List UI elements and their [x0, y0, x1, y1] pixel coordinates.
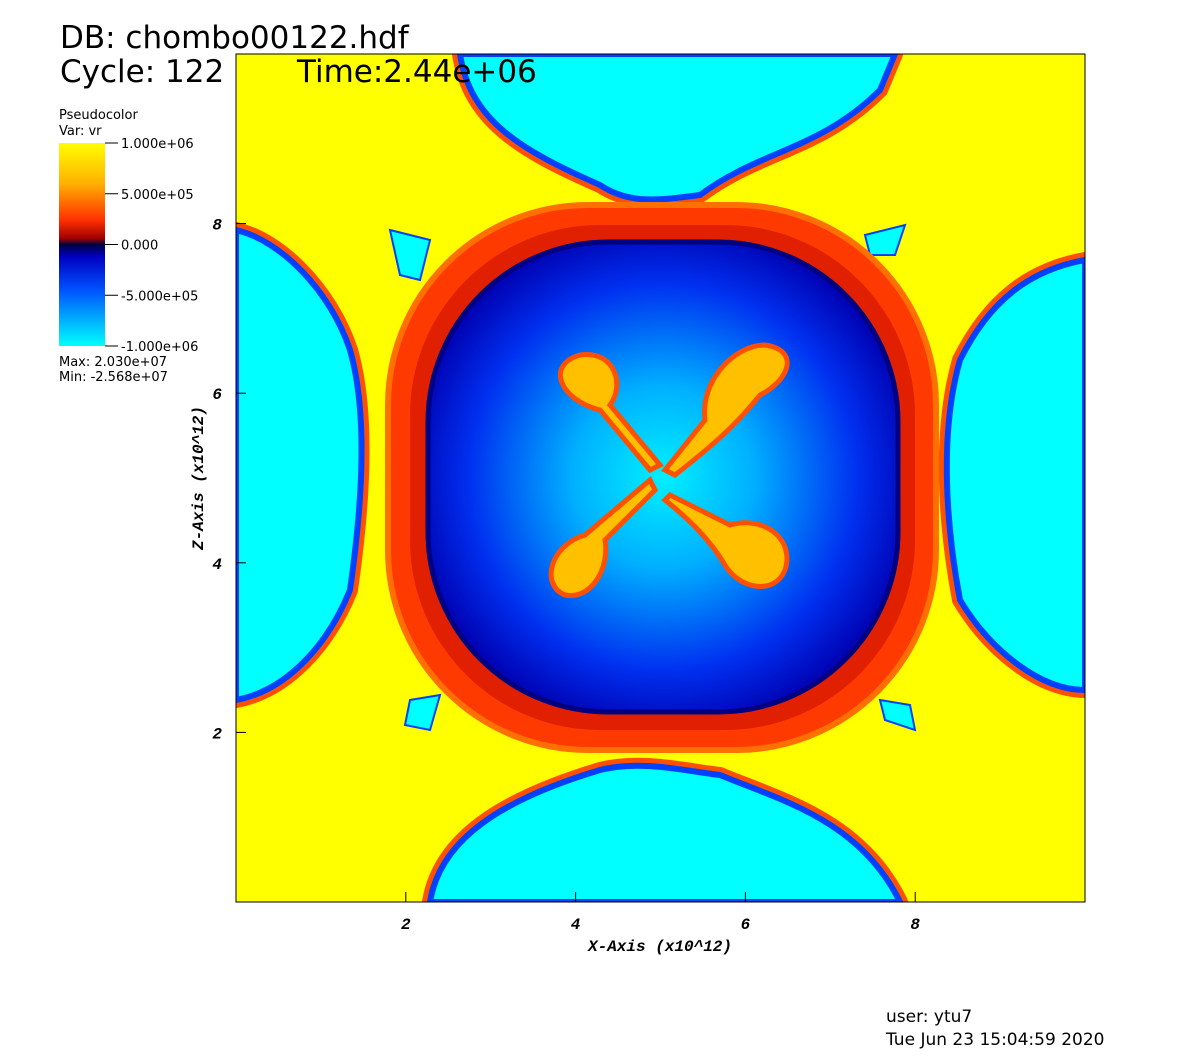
x-tick-label: 4: [571, 916, 581, 934]
variable: Var: vr: [59, 124, 102, 139]
x-tick-label: 8: [910, 916, 920, 934]
colorbar-tick-label: 0.000: [121, 239, 158, 254]
x-tick-label: 6: [741, 916, 751, 934]
legend-title: Pseudocolor: [59, 108, 138, 123]
y-tick-label: 6: [212, 386, 222, 404]
user: user: ytu7: [886, 1007, 972, 1027]
field: [236, 54, 1085, 902]
colorbar: [59, 143, 105, 346]
colorbar-tick-label: -1.000e+06: [121, 340, 198, 355]
colorbar-tick-label: 5.000e+05: [121, 188, 194, 203]
date: Tue Jun 23 15:04:59 2020: [885, 1030, 1104, 1050]
min: Min: -2.568e+07: [59, 370, 168, 385]
colorbar-tick-label: 1.000e+06: [121, 137, 194, 152]
y-tick-label: 4: [212, 556, 222, 574]
max: Max: 2.030e+07: [59, 355, 167, 370]
time: Time:2.44e+06: [296, 54, 537, 90]
plot-frame: [235, 53, 1086, 903]
x-axis-label: X-Axis (x10^12): [587, 938, 732, 956]
y-tick-label: 2: [212, 725, 222, 743]
x-tick-label: 2: [401, 916, 411, 934]
y-axis-label: Z-Axis (x10^12): [190, 406, 208, 551]
database: DB: chombo00122.hdf: [60, 20, 410, 56]
colorbar-tick-label: -5.000e+05: [121, 289, 198, 304]
cycle: Cycle: 122: [60, 54, 224, 90]
y-tick-label: 8: [212, 217, 222, 235]
